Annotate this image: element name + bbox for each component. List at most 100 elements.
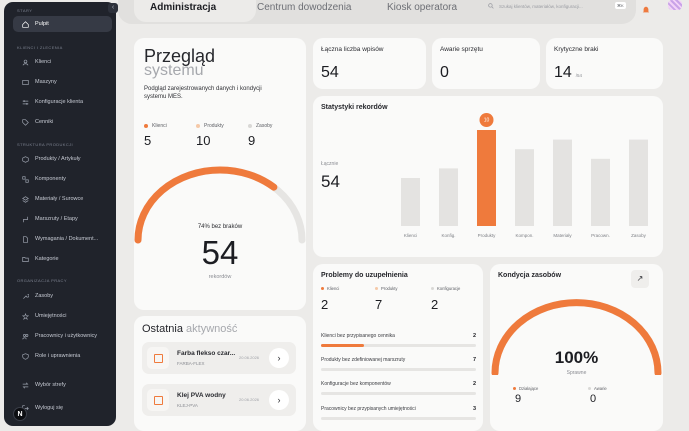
chevron-right-icon[interactable]: ›: [269, 348, 289, 368]
component-icon: [22, 175, 29, 183]
folder-icon: [22, 256, 29, 263]
gauge-unit: rekordów: [208, 274, 232, 280]
stat-value: 14/54: [554, 64, 582, 82]
gauge-fill: [491, 299, 662, 375]
layers-icon: [22, 195, 29, 203]
sidebar-item-label: Wyloguj się: [35, 405, 64, 411]
item-date: 20.06.2026: [239, 397, 260, 402]
problem-row-count: 2: [472, 333, 476, 339]
legend-produkty: Produkty: [196, 123, 224, 129]
top-bar: Administracja Centrum dowodzenia Kiosk o…: [118, 0, 689, 26]
problems-title: Problemy do uzupełnienia: [321, 272, 408, 279]
bar-produkty[interactable]: [477, 130, 496, 226]
activity-card: Ostatnia aktywność Farba flekso czar... …: [134, 316, 306, 431]
sidebar-item-wyloguj[interactable]: Wyloguj się: [13, 400, 112, 416]
legend-klienci: Klienci: [144, 123, 167, 129]
bar-label: Zasoby: [631, 233, 647, 238]
activity-title-accent: aktywność: [186, 323, 238, 335]
sidebar-item-cenniki[interactable]: Cenniki: [13, 114, 112, 130]
chevron-left-icon[interactable]: ‹: [108, 3, 118, 13]
sidebar-item-wymagania[interactable]: Wymagania / Dokument...: [13, 231, 112, 247]
item-code: KLEJ-PVA: [177, 403, 198, 408]
sidebar-item-konfiguracje[interactable]: Konfiguracje klienta: [13, 94, 112, 110]
sidebar-item-role[interactable]: Role i uprawnienia: [13, 348, 112, 364]
stat-number: 54: [321, 64, 339, 81]
search-input[interactable]: Szukaj klientów, materiałów, konfiguracj…: [488, 1, 630, 11]
list-item[interactable]: Klej PVA wodny KLEJ-PVA 20.06.2026 ›: [142, 384, 296, 416]
tab-kiosk-operatora[interactable]: Kiosk operatora: [387, 2, 458, 13]
bar-materiały[interactable]: [553, 139, 572, 226]
item-icon: [147, 347, 169, 369]
sidebar-item-kategorie[interactable]: Kategorie: [13, 251, 112, 267]
route-icon: [22, 216, 29, 223]
legend-dot: [375, 287, 378, 290]
problem-name: Pracownicy bez przypisanych umiejętności: [321, 406, 416, 412]
sidebar-item-marszruty[interactable]: Marszruty / Etapy: [13, 211, 112, 227]
star-icon: [22, 312, 29, 320]
document-icon: [22, 235, 29, 243]
legend-label: Zasoby: [256, 123, 273, 129]
box-icon: [22, 155, 29, 163]
legend-dot: [513, 387, 516, 390]
bar-label: Klienci: [404, 233, 417, 238]
legend-konfiguracje: Konfiguracje: [431, 286, 460, 291]
stat-card-failures: Awarie sprzętu 0: [432, 38, 540, 89]
sidebar-item-komponenty[interactable]: Komponenty: [13, 171, 112, 187]
sidebar-item-label: Marszruty / Etapy: [35, 216, 78, 222]
legend-value: 5: [144, 133, 152, 148]
sidebar-item-label: Wybór strefy: [35, 382, 66, 388]
problem-progress: [321, 344, 476, 347]
sidebar-item-materialy[interactable]: Materiały / Surowce: [13, 191, 112, 207]
problem-progress: [321, 392, 476, 395]
chevron-right-icon[interactable]: ›: [269, 390, 289, 410]
bar-pracown[interactable]: [591, 158, 610, 226]
item-icon: [147, 389, 169, 411]
sidebar-item-wybor-strefy[interactable]: Wybór strefy: [13, 377, 112, 393]
legend-klienci: Klienci: [321, 286, 339, 291]
sidebar-item-produkty[interactable]: Produkty / Artykuły: [13, 151, 112, 167]
activity-title-text: Ostatnia: [142, 323, 183, 335]
arrow-up-right-icon[interactable]: ↗: [631, 270, 649, 288]
sidebar-item-pracownicy[interactable]: Pracownicy i użytkownicy: [13, 328, 112, 344]
legend-zasoby: Zasoby: [248, 123, 272, 129]
tag-icon: [22, 118, 29, 126]
bar-konfig[interactable]: [439, 168, 458, 226]
page-title: Przegląd: [144, 46, 216, 66]
avatar[interactable]: [668, 0, 682, 10]
sidebar-item-zasoby[interactable]: Zasoby: [13, 288, 112, 304]
sidebar-item-klienci[interactable]: Klienci: [13, 54, 112, 70]
stat-label: Awarie sprzętu: [440, 46, 483, 53]
tab-centrum-dowodzenia[interactable]: Centrum dowodzenia: [257, 2, 352, 13]
tab-administracja[interactable]: Administracja: [134, 0, 256, 22]
condition-percent: 100%: [554, 348, 599, 367]
bell-icon[interactable]: [642, 1, 650, 13]
bar-kompon[interactable]: [515, 149, 534, 226]
legend-label: Produkty: [204, 123, 224, 129]
problem-name: Konfiguracje bez komponentów: [321, 381, 391, 387]
problem-count: 2: [321, 297, 329, 312]
stat-card-critical: Krytyczne braki 14/54: [546, 38, 663, 89]
sidebar-item-umiejetnosci[interactable]: Umiejętności: [13, 308, 112, 324]
sidebar-section-title: KLIENCI I ZLECENIA: [17, 45, 63, 50]
users-icon: [22, 59, 29, 66]
item-name: Klej PVA wodny: [177, 392, 226, 399]
legend-label: Produkty: [381, 286, 398, 291]
problem-count: 7: [375, 297, 383, 312]
bar-zasoby[interactable]: [629, 139, 648, 226]
sidebar-item-pulpit[interactable]: Pulpit: [13, 16, 112, 32]
problem-row-count: 2: [472, 381, 476, 387]
sidebar-item-label: Konfiguracje klienta: [35, 99, 84, 105]
bar-label: Kompon.: [515, 233, 533, 238]
bar-label: Produkty: [478, 233, 497, 238]
overview-description: Podgląd zarejestrowanych danych i kondyc…: [144, 86, 262, 100]
sidebar-section-title: ORGANIZACJA PRACY: [17, 278, 67, 283]
sidebar-item-maszyny[interactable]: Maszyny: [13, 74, 112, 90]
stat-value: 54: [321, 64, 339, 82]
condition-count: 9: [515, 393, 522, 405]
bar-klienci[interactable]: [401, 178, 420, 226]
records-bar-chart: Klienci Konfig. Produkty 10 Kompon. Materiały…: [401, 113, 648, 238]
sidebar-item-label: Kategorie: [35, 256, 59, 262]
bar-highlight-value: 10: [484, 118, 490, 124]
list-item[interactable]: Farba flekso czar... FARBA-FLEX 20.06.20…: [142, 342, 296, 374]
